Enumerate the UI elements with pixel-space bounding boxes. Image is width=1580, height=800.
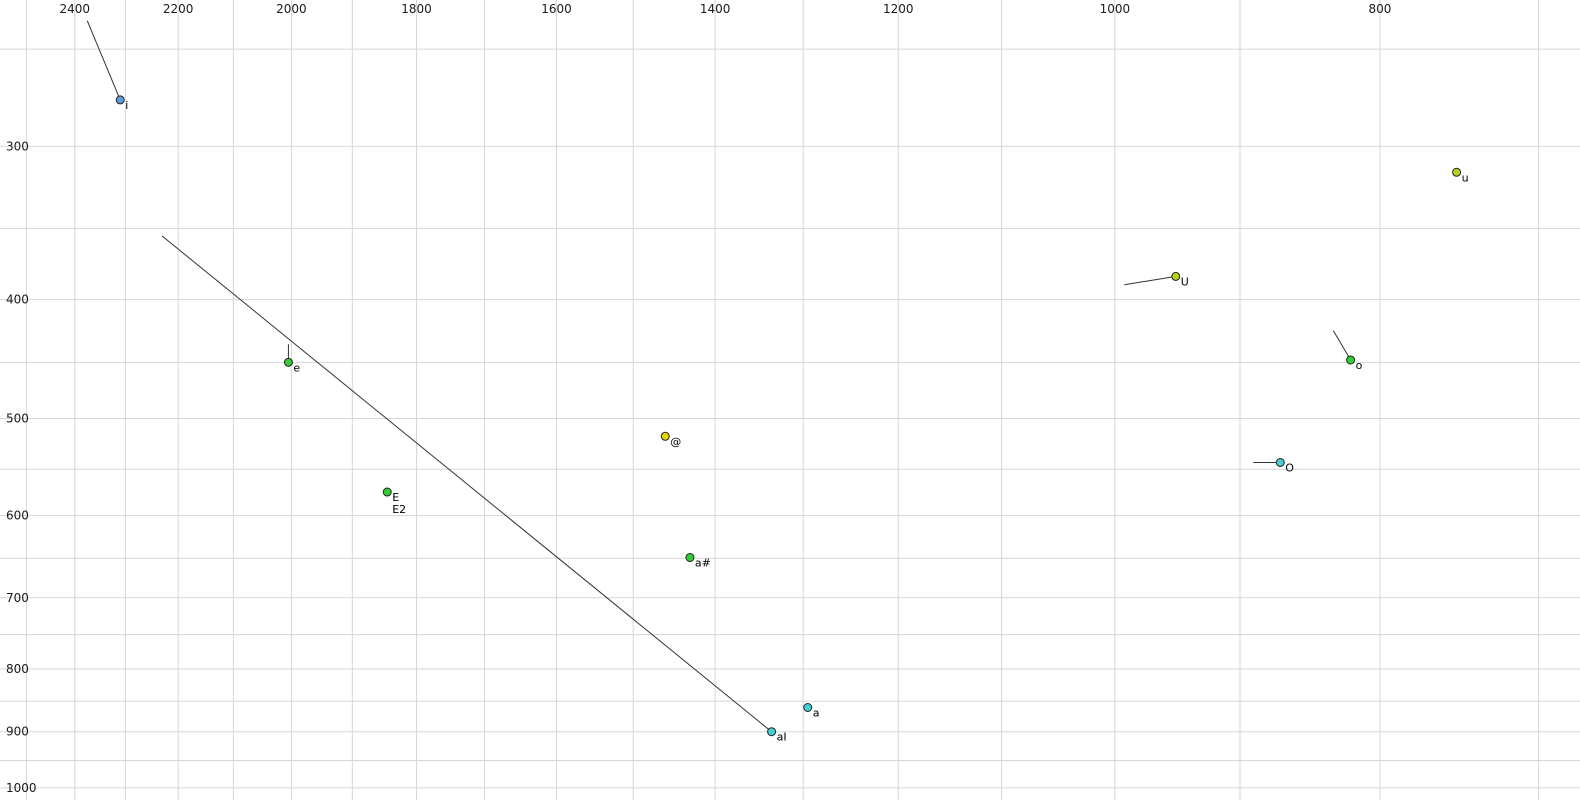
- vowel-point-e[interactable]: [283, 357, 293, 367]
- vowel-label-a: a: [813, 707, 820, 720]
- y-tick-label: 800: [6, 662, 29, 676]
- y-tick-label: 1000: [6, 781, 37, 795]
- vowel-point-a[interactable]: [803, 703, 813, 713]
- vowel-sublabel-E2: E2: [392, 503, 406, 516]
- vowel-point-u[interactable]: [1452, 167, 1462, 177]
- y-tick-label: 300: [6, 139, 29, 153]
- y-tick-label: 500: [6, 411, 29, 425]
- y-tick-label: 900: [6, 725, 29, 739]
- y-tick-label: 600: [6, 509, 29, 523]
- vowel-point-E[interactable]: [382, 487, 392, 497]
- vowel-label-@: @: [670, 435, 681, 448]
- x-tick-label: 1000: [1100, 2, 1131, 16]
- vowel-label-a#: a#: [695, 556, 711, 569]
- vowel-label-o: o: [1356, 359, 1363, 372]
- x-tick-label: 2000: [276, 2, 307, 16]
- vowel-point-i[interactable]: [115, 95, 125, 105]
- x-tick-label: 1400: [700, 2, 731, 16]
- y-tick-label: 700: [6, 591, 29, 605]
- vowel-point-o[interactable]: [1346, 355, 1356, 365]
- x-tick-label: 1200: [883, 2, 914, 16]
- glide-line-aI: [161, 235, 772, 733]
- x-tick-label: 2200: [163, 2, 194, 16]
- y-tick-label: 400: [6, 293, 29, 307]
- vowel-label-O: O: [1285, 461, 1294, 474]
- vowel-point-a#[interactable]: [685, 552, 695, 562]
- vowel-point-U[interactable]: [1171, 271, 1181, 281]
- glide-line-o: [1332, 330, 1352, 361]
- x-tick-label: 2400: [60, 2, 91, 16]
- x-tick-label: 1600: [541, 2, 572, 16]
- vowel-label-u: u: [1462, 171, 1469, 184]
- x-tick-label: 800: [1368, 2, 1391, 16]
- vowel-label-E: E: [392, 491, 399, 504]
- vowel-point-@[interactable]: [660, 431, 670, 441]
- glide-line-U: [1124, 275, 1176, 286]
- glide-line-i: [86, 20, 121, 101]
- x-tick-label: 1800: [401, 2, 432, 16]
- vowel-label-U: U: [1181, 275, 1189, 288]
- vowel-point-aI[interactable]: [767, 727, 777, 737]
- vowel-label-i: i: [125, 99, 128, 112]
- vowel-label-e: e: [293, 361, 300, 374]
- vowel-label-aI: aI: [777, 731, 787, 744]
- vowel-point-O[interactable]: [1275, 457, 1285, 467]
